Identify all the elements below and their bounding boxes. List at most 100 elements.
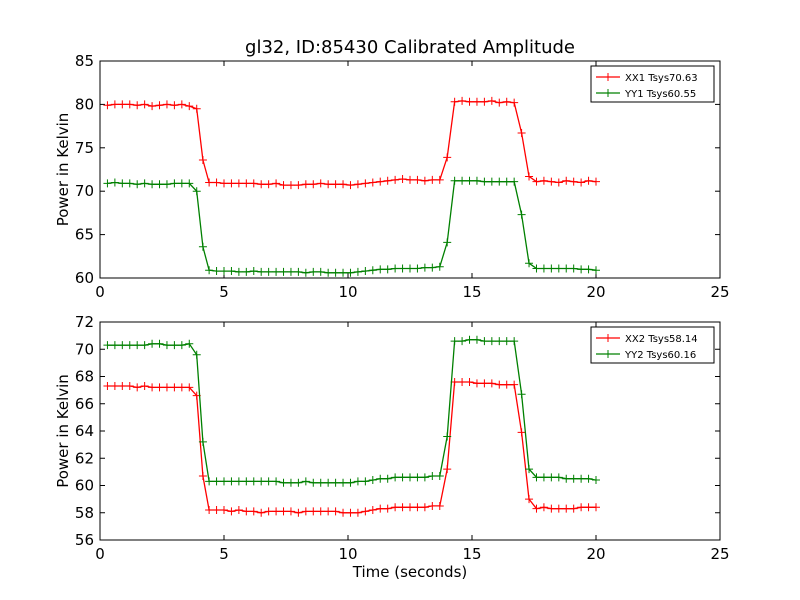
y-axis-label: Power in Kelvin [54,113,72,227]
data-point [242,267,251,276]
x-tick-label: 0 [95,283,105,301]
data-point [361,477,370,486]
x-tick-label: 5 [219,545,229,563]
data-point [301,477,310,486]
y-tick-label: 68 [75,368,94,386]
data-point [192,350,201,359]
data-point [487,337,496,346]
y-tick-label: 60 [75,269,94,287]
data-point [584,265,593,274]
data-point [510,98,519,107]
data-point [406,473,414,482]
data-point [376,177,385,186]
data-point [316,478,325,487]
data-point [532,504,541,513]
data-point [257,508,266,517]
data-point [110,341,119,350]
data-point [391,503,400,512]
data-point [502,337,511,346]
x-tick-label: 10 [338,545,357,563]
data-point [592,266,600,275]
data-point [103,382,112,391]
data-point [316,267,325,276]
data-point [140,341,149,350]
data-point [569,177,578,186]
legend-marker [604,89,612,97]
data-point [205,506,214,515]
data-point [532,177,541,186]
data-point [198,242,207,251]
data-point [413,264,422,273]
data-point [368,178,377,187]
legend-marker [604,73,612,81]
data-point [450,176,459,185]
y-tick-label: 56 [75,531,94,549]
data-point [346,508,355,517]
data-point [272,477,281,486]
data-point [472,379,481,388]
data-point [346,268,355,277]
data-point [192,104,201,113]
data-point [592,476,600,485]
data-point [257,180,266,189]
data-point [294,267,303,276]
data-point [177,383,186,392]
data-point [353,508,362,517]
data-point [562,264,571,273]
data-point [148,383,157,392]
x-tick-label: 20 [586,545,605,563]
data-point [249,507,258,516]
data-point [264,180,273,189]
data-point [577,178,586,187]
data-point [177,179,186,188]
data-point [554,264,563,273]
data-point [450,337,459,346]
data-point [133,180,142,189]
data-point [324,478,333,487]
y-tick-label: 66 [75,395,94,413]
data-point [517,210,526,219]
data-point [279,507,288,516]
data-point [177,341,186,350]
legend-marker [604,350,612,358]
data-point [227,267,236,276]
data-point [346,181,355,190]
data-point [301,507,310,516]
data-point [301,268,310,277]
data-point [110,100,119,109]
data-point [458,176,467,185]
data-point [406,175,414,184]
data-point [413,503,422,512]
data-point [361,267,370,276]
data-point [279,181,288,190]
data-point [443,153,452,162]
data-point [140,179,149,188]
y-tick-label: 60 [75,477,94,495]
data-point [227,477,236,486]
data-point [155,383,164,392]
data-point [309,180,318,189]
y-tick-label: 75 [75,139,94,157]
y-tick-label: 58 [75,504,94,522]
data-point [279,478,288,487]
data-point [420,473,429,482]
data-point [148,180,157,189]
data-point [353,180,362,189]
data-point [242,507,251,516]
legend-box [590,326,715,364]
data-point [376,504,385,513]
data-point [480,97,489,106]
data-point [103,101,112,110]
data-point [539,503,548,512]
data-point [205,477,214,486]
data-point [569,504,578,513]
x-tick-label: 25 [710,545,729,563]
data-point [554,504,563,513]
data-point [450,97,459,106]
data-point [487,177,496,186]
data-point [316,179,325,188]
data-point [234,179,243,188]
data-point [420,176,429,185]
data-point [569,474,578,483]
data-point [339,268,348,277]
